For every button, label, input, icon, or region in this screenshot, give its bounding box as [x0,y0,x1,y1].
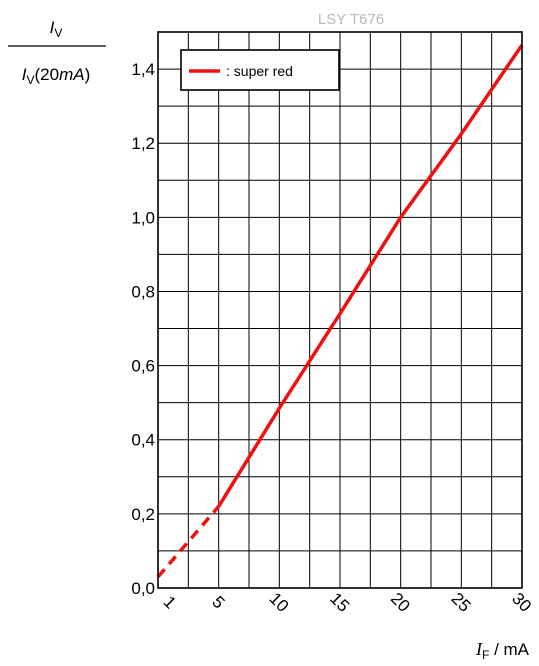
series-super-red-line [217,43,524,508]
y-tick-label: 0,6 [131,357,155,376]
y-tick-label: 1,4 [131,60,155,79]
plot-frame [157,31,523,589]
y-tick-label: 0,4 [131,431,155,450]
x-tick-label: 25 [448,589,475,616]
y-tick-label: 1,0 [131,208,155,227]
x-axis-label: IF / mA [475,639,530,662]
x-tick-labels: 1 5 10 15 20 25 30 [160,589,535,616]
y-tick-label: 1,2 [131,134,155,153]
y-tick-label: 0,8 [131,282,155,301]
series-layer [156,43,524,579]
y-tick-label: 0,0 [131,579,155,598]
legend-label-super-red: : super red [226,63,293,79]
y-label-numerator: IV [50,18,63,40]
y-label-denominator: IV(20mA) [22,65,91,87]
series-super-red-dashed [156,505,220,579]
y-axis-label: IV IV(20mA) [8,18,106,87]
legend: : super red [180,49,340,91]
x-tick-label: 20 [387,589,414,616]
grid [158,32,523,588]
chart-watermark: LSY T676 [318,11,384,28]
y-tick-labels: 0,0 0,2 0,4 0,6 0,8 1,0 1,2 1,4 [131,60,155,598]
x-tick-label: 15 [326,589,353,616]
x-tick-label: 30 [508,589,535,616]
y-tick-label: 0,2 [131,505,155,524]
x-tick-label: 10 [266,589,293,616]
x-tick-label: 5 [208,592,228,612]
x-tick-label: 1 [160,592,180,612]
